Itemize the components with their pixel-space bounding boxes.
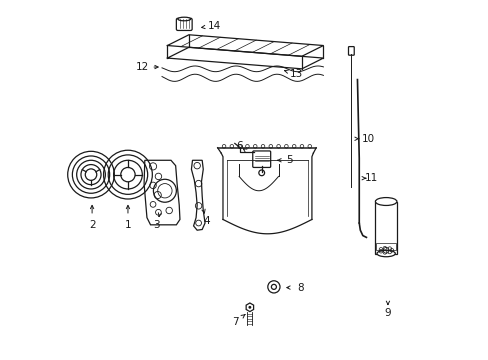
Text: 7: 7	[232, 317, 238, 327]
Ellipse shape	[178, 17, 190, 21]
Bar	[375, 202, 396, 253]
Text: 5: 5	[285, 155, 292, 165]
Ellipse shape	[375, 198, 396, 206]
Polygon shape	[245, 303, 253, 312]
Text: 14: 14	[207, 21, 220, 31]
Text: 6: 6	[235, 141, 242, 151]
Text: 8: 8	[296, 283, 303, 293]
Text: 2: 2	[89, 220, 95, 230]
Ellipse shape	[376, 250, 394, 257]
Circle shape	[248, 306, 251, 309]
Text: 4: 4	[203, 216, 210, 226]
Text: 1: 1	[124, 220, 131, 230]
Text: 10: 10	[361, 134, 374, 144]
Text: 9: 9	[384, 308, 390, 318]
Bar	[376, 243, 395, 250]
Text: 3: 3	[153, 220, 160, 230]
Text: 12: 12	[135, 62, 149, 72]
FancyBboxPatch shape	[176, 18, 192, 31]
Text: 13: 13	[289, 69, 303, 79]
Text: 11: 11	[365, 173, 378, 183]
